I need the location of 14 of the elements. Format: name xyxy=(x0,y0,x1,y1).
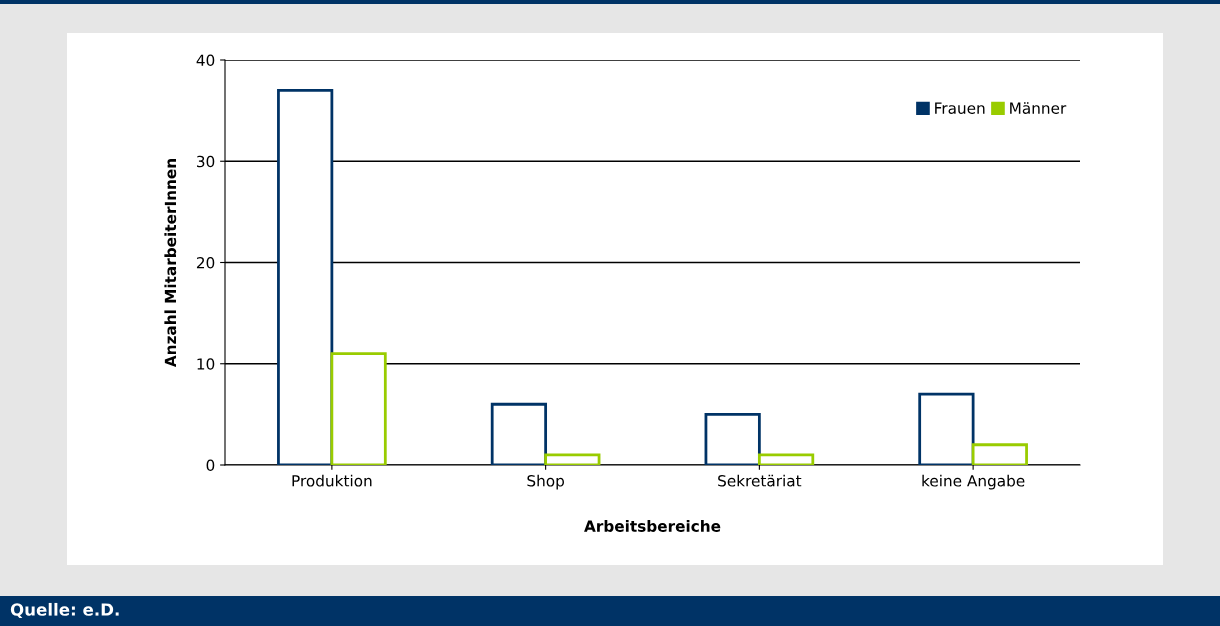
x-tick-label: Shop xyxy=(527,474,564,490)
y-tick-label: 40 xyxy=(196,54,215,67)
y-tick-label: 20 xyxy=(196,256,215,269)
x-axis-title: Arbeitsbereiche xyxy=(584,520,721,532)
x-tick-label: Sekretäriat xyxy=(718,474,802,487)
source-note: Quelle: e.D. xyxy=(10,602,119,619)
y-tick-label: 30 xyxy=(197,155,215,168)
legend-label: Männer xyxy=(1010,102,1067,114)
x-tick-label: Produktion xyxy=(292,474,372,487)
y-tick-label: 0 xyxy=(206,459,215,472)
y-tick-label: 10 xyxy=(197,358,215,370)
legend-label: Frauen xyxy=(935,102,985,114)
y-axis-title: Anzahl MitarbeiterInnen xyxy=(164,159,177,368)
x-tick-label: keine Angabe xyxy=(922,474,1025,490)
